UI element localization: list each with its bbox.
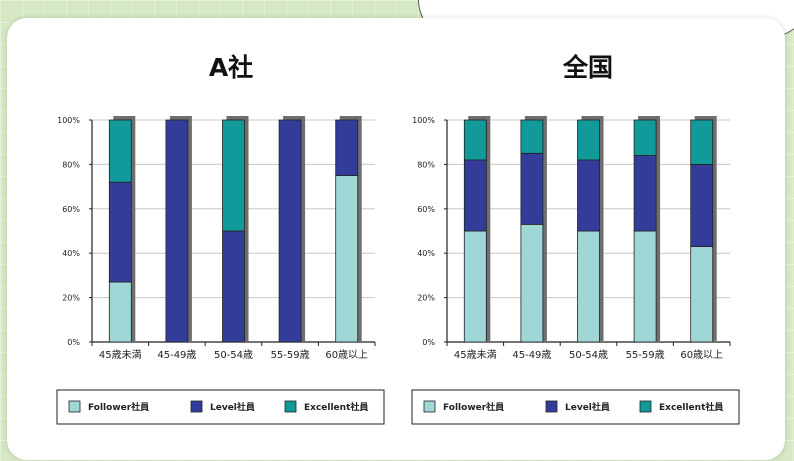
a-chart-title: A社 — [209, 53, 253, 82]
national-legend-swatch-excellent — [639, 400, 652, 413]
national-bar-level-5 — [690, 163, 714, 247]
a-bar-level-1 — [108, 181, 132, 283]
national-y-tick-label: 0% — [422, 338, 435, 347]
a-x-tick-label: 45-49歳 — [157, 349, 196, 361]
a-legend-label-follower: Follower社員 — [88, 401, 149, 413]
a-y-tick-label: 80% — [62, 160, 80, 169]
a-y-tick-label: 0% — [67, 338, 80, 347]
a-y-tick-label: 20% — [62, 294, 80, 303]
national-bar-follower-2 — [520, 223, 544, 343]
a-bar-excellent-1 — [108, 119, 132, 183]
a-legend-box — [56, 389, 385, 425]
national-bar-follower-3 — [577, 230, 600, 343]
national-x-tick-label: 60歳以上 — [680, 349, 723, 361]
a-y-tick-label: 60% — [62, 205, 80, 214]
national-x-tick-label: 45-49歳 — [512, 349, 551, 361]
national-bar-excellent-5 — [690, 119, 714, 165]
national-legend-label-follower: Follower社員 — [443, 401, 504, 413]
national-x-tick-label: 55-59歳 — [626, 349, 665, 361]
national-bar-excellent-1 — [463, 119, 487, 161]
a-x-tick-label: 50-54歳 — [214, 349, 253, 361]
a-legend-label-level: Level社員 — [210, 401, 255, 413]
national-legend-swatch-follower — [423, 400, 436, 413]
a-bar-level-5 — [335, 119, 359, 176]
national-bar-follower-4 — [633, 230, 657, 343]
national-legend-box — [411, 389, 740, 425]
national-y-tick-label: 80% — [417, 160, 435, 169]
national-y-tick-label: 40% — [417, 249, 435, 258]
a-bar-level-3 — [222, 230, 245, 343]
national-y-tick-label: 60% — [417, 205, 435, 214]
a-legend-label-excellent: Excellent社員 — [304, 401, 368, 413]
national-bar-level-4 — [633, 155, 657, 232]
national-x-tick-label: 45歳未満 — [454, 349, 497, 361]
national-legend-label-excellent: Excellent社員 — [659, 401, 723, 413]
a-legend-swatch-follower — [68, 400, 81, 413]
national-bar-excellent-4 — [633, 119, 657, 156]
national-y-tick-label: 20% — [417, 294, 435, 303]
national-bar-level-2 — [520, 152, 544, 225]
a-bar-follower-1 — [108, 281, 132, 343]
a-legend-swatch-excellent — [284, 400, 297, 413]
national-bar-level-1 — [463, 159, 487, 232]
national-bar-excellent-3 — [577, 119, 600, 161]
national-bar-level-3 — [577, 159, 600, 232]
national-chart-title: 全国 — [562, 53, 613, 82]
a-legend-swatch-level — [190, 400, 203, 413]
a-y-tick-label: 100% — [57, 116, 80, 125]
national-bar-follower-1 — [463, 230, 487, 343]
national-x-tick-label: 50-54歳 — [569, 349, 608, 361]
a-bar-level-2 — [165, 119, 189, 343]
a-bar-excellent-3 — [222, 119, 245, 232]
national-y-tick-label: 100% — [412, 116, 435, 125]
a-y-tick-label: 40% — [62, 249, 80, 258]
a-bar-level-4 — [278, 119, 302, 343]
a-x-tick-label: 60歳以上 — [325, 349, 368, 361]
national-legend-label-level: Level社員 — [565, 401, 610, 413]
a-x-tick-label: 55-59歳 — [271, 349, 310, 361]
national-bar-excellent-2 — [520, 119, 544, 154]
national-legend-swatch-level — [545, 400, 558, 413]
a-x-tick-label: 45歳未満 — [99, 349, 142, 361]
a-bar-follower-5 — [335, 175, 359, 343]
national-bar-follower-5 — [690, 246, 714, 343]
